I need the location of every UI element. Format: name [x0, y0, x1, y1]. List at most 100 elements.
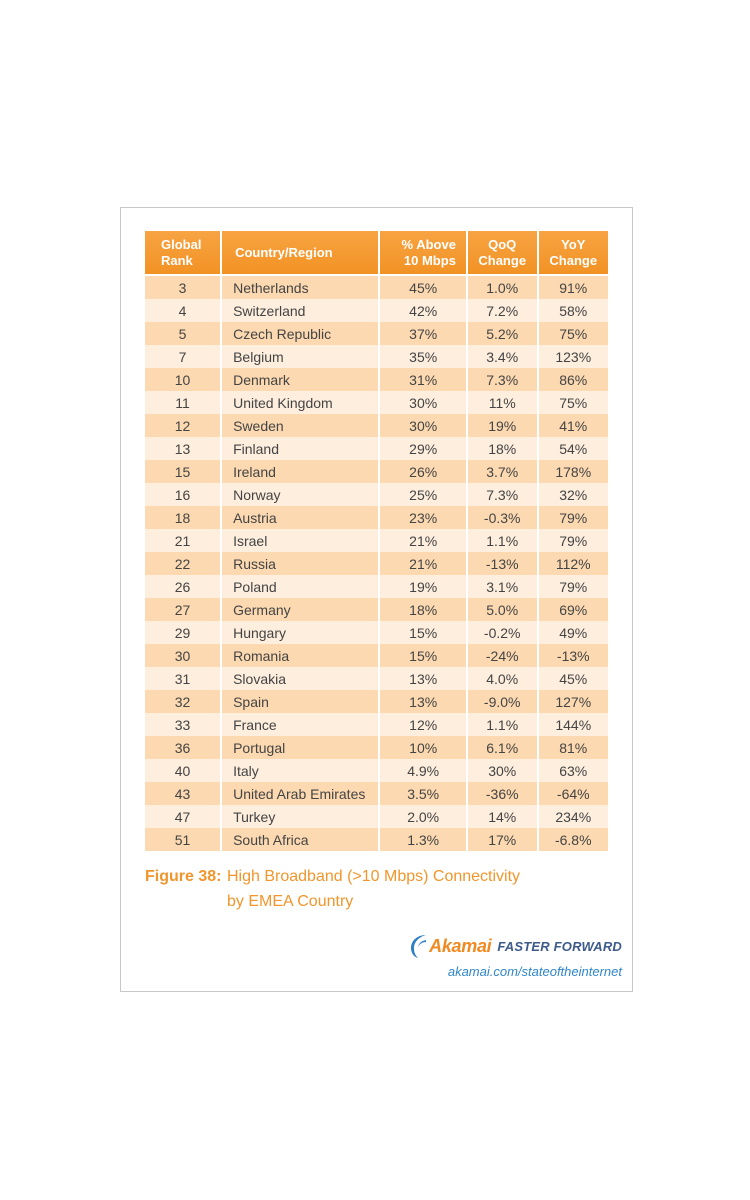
cell-country: Netherlands	[222, 276, 379, 299]
table-row: 10 Denmark 31% 7.3% 86%	[145, 368, 608, 391]
cell-rank: 3	[145, 276, 221, 299]
akamai-logo-word: Akamai	[429, 935, 492, 956]
table-row: 26 Poland 19% 3.1% 79%	[145, 575, 608, 598]
table-row: 4 Switzerland 42% 7.2% 58%	[145, 299, 608, 322]
cell-country: Sweden	[222, 414, 379, 437]
cell-rank: 7	[145, 345, 221, 368]
cell-yoy: 234%	[538, 805, 608, 828]
cell-rank: 26	[145, 575, 221, 598]
cell-above: 1.3%	[380, 828, 466, 851]
cell-yoy: -13%	[538, 644, 608, 667]
cell-qoq: -0.2%	[467, 621, 537, 644]
cell-rank: 47	[145, 805, 221, 828]
cell-above: 37%	[380, 322, 466, 345]
cell-above: 4.9%	[380, 759, 466, 782]
col-header-rank: Global Rank	[145, 231, 221, 276]
cell-rank: 22	[145, 552, 221, 575]
cell-above: 26%	[380, 460, 466, 483]
cell-country: Austria	[222, 506, 379, 529]
cell-qoq: 30%	[467, 759, 537, 782]
cell-above: 31%	[380, 368, 466, 391]
cell-rank: 5	[145, 322, 221, 345]
col-header-yoy: YoY Change	[538, 231, 608, 276]
cell-country: Spain	[222, 690, 379, 713]
cell-yoy: 123%	[538, 345, 608, 368]
cell-rank: 16	[145, 483, 221, 506]
cell-yoy: 79%	[538, 529, 608, 552]
table-row: 5 Czech Republic 37% 5.2% 75%	[145, 322, 608, 345]
cell-rank: 27	[145, 598, 221, 621]
cell-country: Denmark	[222, 368, 379, 391]
cell-qoq: 1.1%	[467, 713, 537, 736]
cell-country: Russia	[222, 552, 379, 575]
cell-above: 15%	[380, 621, 466, 644]
brand-url[interactable]: akamai.com/stateoftheinternet	[447, 964, 622, 979]
cell-qoq: 6.1%	[467, 736, 537, 759]
cell-country: Italy	[222, 759, 379, 782]
table-row: 36 Portugal 10% 6.1% 81%	[145, 736, 608, 759]
cell-yoy: 41%	[538, 414, 608, 437]
cell-qoq: 7.2%	[467, 299, 537, 322]
cell-above: 30%	[380, 391, 466, 414]
cell-country: Slovakia	[222, 667, 379, 690]
cell-qoq: 1.0%	[467, 276, 537, 299]
cell-qoq: -24%	[467, 644, 537, 667]
cell-qoq: 3.4%	[467, 345, 537, 368]
cell-above: 35%	[380, 345, 466, 368]
cell-country: Belgium	[222, 345, 379, 368]
table-row: 27 Germany 18% 5.0% 69%	[145, 598, 608, 621]
figure-caption: Figure 38: High Broadband (>10 Mbps) Conn…	[145, 864, 520, 914]
akamai-logo-icon	[411, 935, 427, 958]
cell-yoy: 75%	[538, 391, 608, 414]
cell-yoy: 91%	[538, 276, 608, 299]
cell-rank: 4	[145, 299, 221, 322]
cell-above: 25%	[380, 483, 466, 506]
cell-rank: 51	[145, 828, 221, 851]
cell-qoq: 18%	[467, 437, 537, 460]
table-row: 31 Slovakia 13% 4.0% 45%	[145, 667, 608, 690]
cell-above: 10%	[380, 736, 466, 759]
cell-qoq: -13%	[467, 552, 537, 575]
caption-line1: High Broadband (>10 Mbps) Connectivity	[227, 868, 521, 885]
cell-qoq: 11%	[467, 391, 537, 414]
cell-rank: 29	[145, 621, 221, 644]
cell-above: 3.5%	[380, 782, 466, 805]
cell-country: Israel	[222, 529, 379, 552]
cell-above: 19%	[380, 575, 466, 598]
cell-qoq: -0.3%	[467, 506, 537, 529]
cell-yoy: 63%	[538, 759, 608, 782]
cell-rank: 32	[145, 690, 221, 713]
cell-country: Norway	[222, 483, 379, 506]
cell-qoq: 1.1%	[467, 529, 537, 552]
cell-country: France	[222, 713, 379, 736]
cell-above: 2.0%	[380, 805, 466, 828]
cell-above: 15%	[380, 644, 466, 667]
cell-rank: 10	[145, 368, 221, 391]
cell-qoq: 3.1%	[467, 575, 537, 598]
cell-qoq: -9.0%	[467, 690, 537, 713]
table-row: 7 Belgium 35% 3.4% 123%	[145, 345, 608, 368]
cell-above: 12%	[380, 713, 466, 736]
cell-country: Portugal	[222, 736, 379, 759]
cell-qoq: 4.0%	[467, 667, 537, 690]
table-body: 3 Netherlands 45% 1.0% 91% 4 Switzerland 42% 7.2…	[145, 276, 608, 851]
table-row: 15 Ireland 26% 3.7% 178%	[145, 460, 608, 483]
cell-rank: 21	[145, 529, 221, 552]
cell-above: 21%	[380, 552, 466, 575]
cell-rank: 31	[145, 667, 221, 690]
cell-rank: 11	[145, 391, 221, 414]
cell-rank: 12	[145, 414, 221, 437]
cell-above: 30%	[380, 414, 466, 437]
cell-above: 21%	[380, 529, 466, 552]
cell-above: 13%	[380, 667, 466, 690]
cell-yoy: 144%	[538, 713, 608, 736]
cell-yoy: 112%	[538, 552, 608, 575]
cell-yoy: 79%	[538, 506, 608, 529]
cell-yoy: 54%	[538, 437, 608, 460]
cell-qoq: 14%	[467, 805, 537, 828]
table-row: 30 Romania 15% -24% -13%	[145, 644, 608, 667]
caption-line2: by EMEA Country	[227, 893, 354, 910]
cell-rank: 13	[145, 437, 221, 460]
cell-qoq: 19%	[467, 414, 537, 437]
table-row: 12 Sweden 30% 19% 41%	[145, 414, 608, 437]
